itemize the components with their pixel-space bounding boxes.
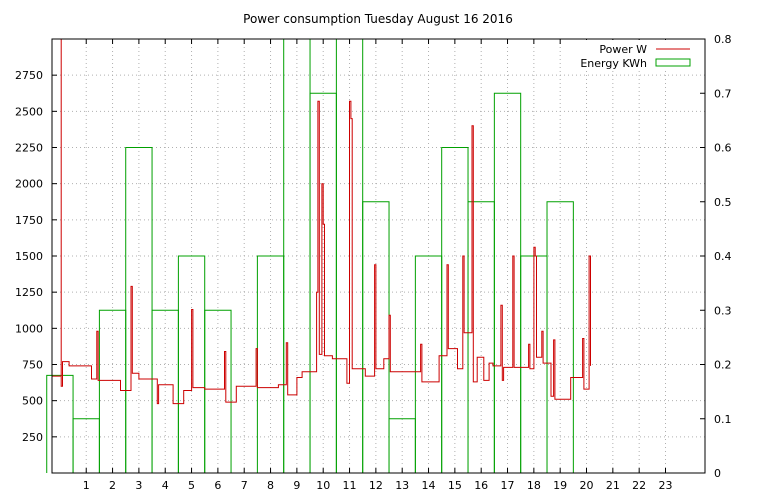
- x-tick-label: 3: [135, 479, 142, 492]
- energy-bar: [256, 255, 285, 473]
- grid: [52, 39, 705, 473]
- x-tick-label: 20: [580, 479, 594, 492]
- energy-bar: [546, 201, 574, 473]
- y-right-tick-label: 0.4: [714, 250, 732, 263]
- y-left-tick-label: 1000: [15, 322, 43, 335]
- y-right-tick-label: 0.5: [714, 196, 732, 209]
- x-tick-label: 10: [316, 479, 330, 492]
- legend: Power W Energy KWh: [575, 40, 703, 70]
- y-right-tick-label: 0.8: [714, 33, 732, 46]
- chart-title: Power consumption Tuesday August 16 2016: [243, 12, 513, 26]
- x-tick-label: 17: [501, 479, 515, 492]
- energy-bar: [388, 418, 416, 473]
- y-right-tick-label: 0.2: [714, 359, 732, 372]
- y-left-tick-label: 1750: [15, 214, 43, 227]
- x-tick-label: 6: [214, 479, 221, 492]
- x-tick-label: 7: [241, 479, 248, 492]
- y-right-tick-label: 0: [714, 467, 721, 480]
- y-right-tick-label: 0.1: [714, 413, 732, 426]
- power-line: [52, 39, 591, 405]
- x-tick-label: 11: [343, 479, 357, 492]
- axes: 1 2 3 4 5 6 7 8 9 10 11 12 13 14 15 16 17 18 19 20 21 22 23250…: [15, 33, 732, 492]
- energy-bar: [46, 374, 74, 473]
- x-tick-label: 15: [448, 479, 462, 492]
- energy-bar: [204, 309, 232, 473]
- y-left-tick-label: 2500: [15, 105, 43, 118]
- x-tick-label: 12: [369, 479, 383, 492]
- y-left-tick-label: 2750: [15, 69, 43, 82]
- energy-series: [46, 38, 574, 473]
- x-tick-label: 2: [109, 479, 116, 492]
- legend-label-energy: Energy KWh: [580, 57, 647, 70]
- x-tick-label: 5: [188, 479, 195, 492]
- legend-swatch-energy: [655, 58, 691, 67]
- plot-frame: [51, 38, 706, 474]
- y-right-tick-label: 0.7: [714, 87, 732, 100]
- legend-label-power: Power W: [599, 43, 647, 56]
- x-tick-label: 16: [474, 479, 488, 492]
- legend-box: [575, 40, 703, 70]
- energy-bar: [125, 147, 153, 473]
- power-series: [52, 39, 591, 405]
- y-left-tick-label: 1250: [15, 286, 43, 299]
- y-left-tick-label: 1500: [15, 250, 43, 263]
- y-left-tick-label: 250: [22, 431, 43, 444]
- y-left-tick-label: 2000: [15, 178, 43, 191]
- x-tick-label: 21: [606, 479, 620, 492]
- x-tick-label: 8: [267, 479, 274, 492]
- y-right-tick-label: 0.6: [714, 142, 732, 155]
- x-tick-label: 23: [659, 479, 673, 492]
- energy-bar: [72, 418, 100, 473]
- x-tick-label: 1: [83, 479, 90, 492]
- x-tick-label: 18: [527, 479, 541, 492]
- y-left-tick-label: 500: [22, 395, 43, 408]
- y-left-tick-label: 2250: [15, 142, 43, 155]
- y-left-tick-label: 750: [22, 359, 43, 372]
- y-right-tick-label: 0.3: [714, 304, 732, 317]
- x-tick-label: 9: [293, 479, 300, 492]
- x-tick-label: 4: [162, 479, 169, 492]
- x-tick-label: 22: [632, 479, 646, 492]
- x-tick-label: 13: [395, 479, 409, 492]
- x-tick-label: 19: [553, 479, 567, 492]
- x-tick-label: 14: [422, 479, 436, 492]
